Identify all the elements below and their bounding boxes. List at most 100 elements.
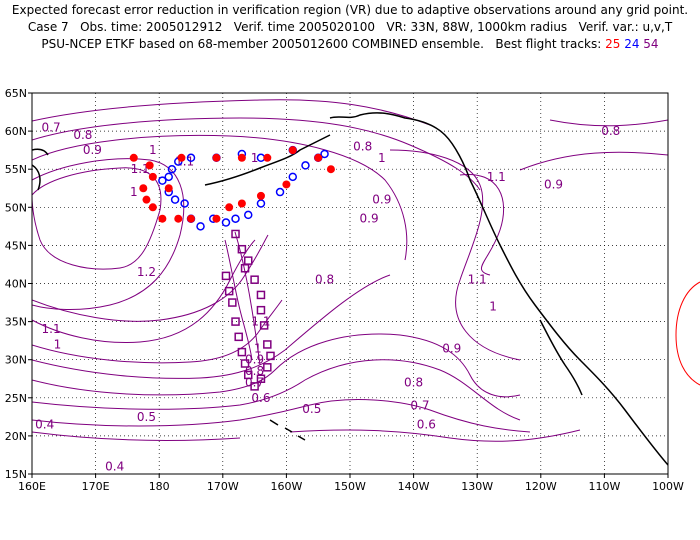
contour-label: 0.9: [360, 212, 379, 226]
contour-label: 1.1: [468, 273, 487, 287]
contour-label: 0.6: [251, 391, 270, 405]
track-54-marker: [243, 370, 253, 380]
contour-label: 0.5: [302, 402, 321, 416]
contour-label: 0.7: [410, 398, 429, 412]
lon-label: 120W: [525, 480, 557, 493]
coast-na-west: [469, 179, 668, 466]
track-54-marker: [250, 382, 259, 391]
track-54-marker: [259, 321, 269, 330]
lon-label: 160W: [270, 480, 302, 493]
track-24-marker: [167, 164, 177, 174]
verification-region-circle: [675, 281, 700, 386]
track-25-marker: [237, 199, 246, 208]
contour-label: 1: [54, 337, 62, 351]
track-legend-blue: 24: [624, 37, 640, 51]
track-25-marker: [158, 214, 167, 223]
contour-lines: [32, 99, 668, 442]
lat-label: 60N: [5, 125, 27, 138]
contour-label: 1: [251, 151, 259, 165]
contour-label: 0.9: [544, 177, 563, 191]
track-54-marker: [224, 286, 234, 296]
contour-label: 1: [130, 185, 138, 199]
title-line-1: Expected forecast error reduction in ver…: [11, 3, 689, 17]
contour-1-1-east: [459, 173, 505, 276]
track-54-marker: [231, 317, 240, 326]
lon-label: 140W: [398, 480, 430, 493]
contour-label: 0.7: [42, 120, 61, 134]
lat-label: 35N: [5, 316, 27, 329]
contour-1-east: [389, 149, 521, 361]
lon-label: 180: [149, 480, 170, 493]
coast-asia: [32, 148, 49, 191]
track-25-marker: [326, 165, 335, 174]
contour-0-5-mid: [32, 399, 531, 433]
contour-1-1-loop: [32, 158, 185, 311]
lat-label: 40N: [5, 278, 27, 291]
grid-lines: [32, 93, 668, 474]
track-24-marker: [275, 187, 285, 197]
track-25-marker: [212, 214, 221, 223]
track-54-marker: [256, 374, 266, 383]
track-54-marker: [256, 290, 266, 300]
track-54-marker: [228, 298, 237, 307]
contour-label: 1.1: [42, 322, 61, 336]
contour-1-2-loop: [32, 167, 162, 270]
track-54-marker: [256, 305, 266, 315]
contour-label: 0.9: [245, 353, 264, 367]
coast-aleutians: [204, 134, 331, 186]
contour-0-8-north: [32, 117, 481, 191]
title-line-2: Case 7 Obs. time: 2005012912 Verif. time…: [27, 20, 673, 34]
contour-label: 1.1: [131, 162, 150, 176]
hawaii: [269, 419, 306, 441]
track-54-marker: [250, 275, 259, 284]
contour-label: 0.9: [442, 341, 461, 355]
track-25-marker: [187, 214, 195, 223]
lat-label: 30N: [5, 354, 27, 367]
lat-label: 20N: [5, 430, 27, 443]
lon-label: 130W: [461, 480, 493, 493]
contour-0-7-mid: [32, 333, 521, 398]
track-24-marker: [288, 172, 298, 182]
track-24-marker: [170, 195, 180, 204]
track-25-marker: [177, 153, 186, 162]
lat-label: 50N: [5, 201, 27, 214]
latitude-labels: 15N 20N 25N 30N 35N 40N 45N 50N 55N 60N 65N: [5, 87, 32, 481]
track-54-marker: [237, 347, 247, 357]
contour-label: 1: [254, 341, 262, 355]
track-25-marker: [314, 153, 323, 162]
track-25-marker: [237, 153, 246, 162]
contour-1-1-inner: [224, 239, 253, 361]
track-25-marker: [148, 203, 157, 212]
track-25-marker: [174, 214, 183, 223]
contour-0-8-mid: [32, 274, 391, 379]
track-54-marker: [263, 363, 272, 372]
lat-label: 55N: [5, 163, 27, 176]
flight-tracks: [129, 145, 335, 391]
track-25-marker: [129, 153, 138, 162]
track-24-marker: [301, 161, 310, 170]
contour-label: 1.2: [137, 265, 156, 279]
lon-label: 150W: [334, 480, 366, 493]
track-25-marker: [142, 195, 151, 204]
track-54-marker: [231, 229, 240, 239]
contour-label: 1: [149, 143, 157, 157]
lat-label: 25N: [5, 392, 27, 405]
lon-label: 110W: [588, 480, 620, 493]
lon-label: 170E: [82, 480, 110, 493]
track-54-marker: [240, 264, 250, 273]
track-25-marker: [148, 172, 157, 181]
contour-1-1-west: [32, 234, 269, 322]
contour-0-6-south: [289, 429, 581, 442]
track-24-marker: [196, 222, 205, 231]
track-24-marker: [320, 149, 329, 159]
contour-0-9-north: [32, 134, 408, 261]
track-25-marker: [256, 191, 265, 200]
lat-label: 45N: [5, 239, 27, 252]
track-24-marker: [164, 172, 173, 182]
longitude-labels: 160E 170E 180 170W 160W 150W 140W 130W 120W 110W 1…: [18, 474, 684, 493]
contour-label: 0.6: [417, 417, 436, 431]
lat-label: 65N: [5, 87, 27, 100]
track-25-marker: [225, 203, 234, 212]
contour-0-9-west: [32, 299, 283, 364]
track-24-marker: [221, 218, 231, 227]
